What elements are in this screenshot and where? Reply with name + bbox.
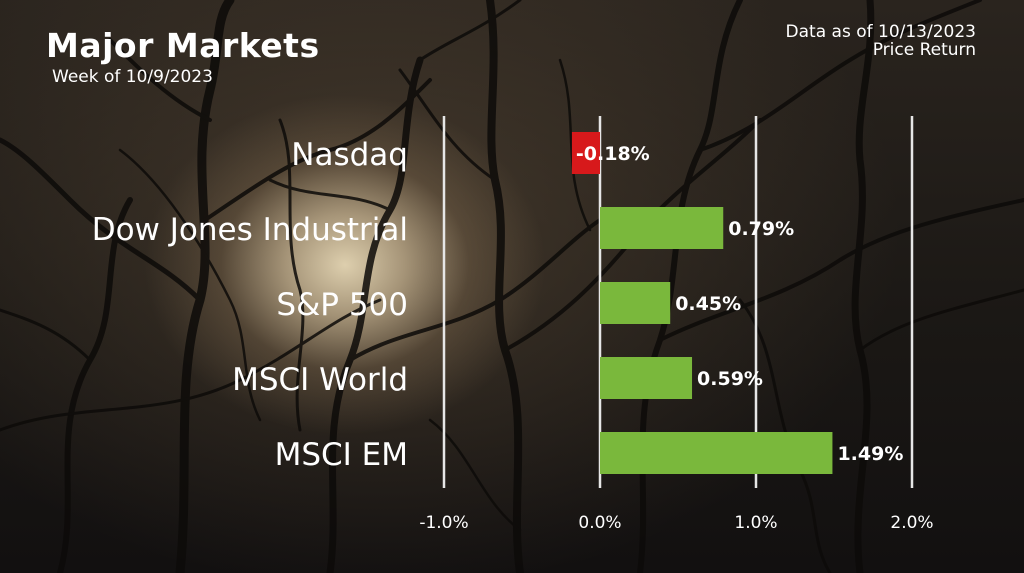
- category-label: Dow Jones Industrial: [92, 212, 408, 248]
- data-label: -0.18%: [576, 143, 650, 165]
- x-tick-label: 2.0%: [890, 513, 933, 533]
- data-label: 0.45%: [675, 293, 741, 315]
- x-tick-label: -1.0%: [419, 513, 468, 533]
- bar-0: [571, 132, 600, 174]
- chart-subtitle: Week of 10/9/2023: [52, 67, 213, 87]
- bar-4: [600, 432, 833, 474]
- x-tick-label: 0.0%: [578, 513, 621, 533]
- data-label: 0.79%: [728, 218, 794, 240]
- chart-title: Major Markets: [46, 26, 320, 65]
- data-as-of-note: Data as of 10/13/2023 Price Return: [786, 23, 976, 59]
- return-type: Price Return: [872, 40, 976, 60]
- bar-1: [600, 207, 724, 249]
- category-label: MSCI World: [232, 362, 408, 398]
- category-label: Nasdaq: [291, 137, 408, 173]
- category-label: S&P 500: [276, 287, 408, 323]
- x-tick-label: 1.0%: [734, 513, 777, 533]
- data-label: 0.59%: [697, 368, 763, 390]
- bar-2: [600, 282, 671, 324]
- bar-3: [600, 357, 693, 399]
- category-label: MSCI EM: [275, 437, 408, 473]
- as-of-date: Data as of 10/13/2023: [785, 22, 976, 42]
- data-label: 1.49%: [837, 443, 903, 465]
